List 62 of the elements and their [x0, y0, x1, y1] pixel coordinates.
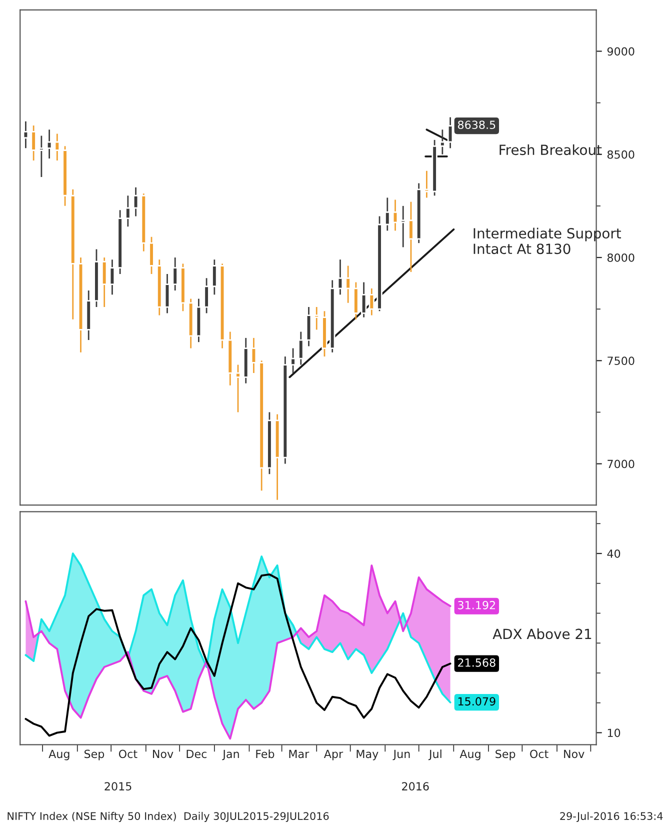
candlestick: [345, 265, 351, 304]
text: NIFTY Index (NSE Nifty 50 Index) Daily 30JUL2015-29JUL2016: [8, 812, 329, 822]
candlestick: [298, 331, 304, 366]
candlestick: [148, 236, 154, 275]
candlestick: [235, 364, 241, 413]
candlestick: [250, 337, 257, 374]
candlestick: [392, 199, 398, 232]
candlestick: [290, 348, 296, 374]
x-tick-label: Apr: [324, 750, 344, 760]
text: 8638.5: [458, 120, 496, 130]
candlestick: [30, 124, 36, 162]
y-tick-label: 7000: [608, 460, 634, 468]
x-tick-label: Oct: [118, 750, 138, 758]
annotation: ADX Above 21: [492, 628, 592, 640]
x-tick-label: Mar: [289, 750, 310, 758]
candlestick: [440, 128, 446, 156]
x-tick-label: Jun: [392, 750, 410, 760]
x-tick-label: Aug: [48, 750, 70, 760]
candlestick: [360, 282, 367, 318]
x-tick-label: May: [356, 750, 378, 760]
x-tick-label: Jul: [428, 750, 442, 760]
x-tick-label: Feb: [256, 750, 274, 758]
candlestick: [172, 256, 178, 292]
y-tick-label: 9000: [607, 47, 634, 56]
text: 2015: [104, 782, 132, 791]
candlestick: [337, 258, 344, 296]
text: 2016: [402, 782, 429, 791]
candlestick: [54, 133, 60, 162]
text: 29-Jul-2016 16:53:4: [560, 812, 663, 822]
y-tick-label: 8000: [607, 253, 634, 262]
candlestick: [22, 120, 29, 149]
y-tick-label: 8500: [607, 150, 634, 159]
candlestick: [101, 256, 108, 308]
data-label: 15.079: [458, 697, 496, 706]
candlestick: [384, 196, 390, 232]
candlestick: [38, 135, 44, 178]
x-tick-label: Nov: [152, 750, 174, 758]
data-label: 31.192: [458, 600, 495, 610]
candlestick: [424, 170, 430, 198]
x-tick-label: Dec: [186, 750, 207, 758]
x-tick-label: Jan: [222, 750, 239, 760]
y-tick-label: 10: [608, 728, 620, 738]
candlestick: [408, 201, 414, 273]
line-series: [24, 552, 452, 704]
candlestick: [164, 273, 170, 314]
data-label: 21.568: [458, 658, 496, 667]
x-tick-label: Nov: [564, 750, 584, 758]
candlestick: [314, 306, 320, 330]
candlestick: [125, 194, 131, 228]
y-tick-label: 40: [607, 549, 620, 558]
candlestick: [46, 128, 52, 160]
candlestick: [132, 186, 139, 217]
candlestick: [400, 205, 406, 248]
x-tick-label: Oct: [530, 750, 548, 758]
candlestick: [212, 258, 218, 296]
x-tick-label: Sep: [84, 750, 104, 760]
x-tick-label: Aug: [460, 750, 480, 760]
candlestick: [368, 288, 375, 316]
x-tick-label: Sep: [496, 750, 516, 760]
candlestick: [109, 258, 116, 296]
y-tick-label: 7500: [608, 356, 634, 366]
candlestick: [204, 277, 210, 314]
